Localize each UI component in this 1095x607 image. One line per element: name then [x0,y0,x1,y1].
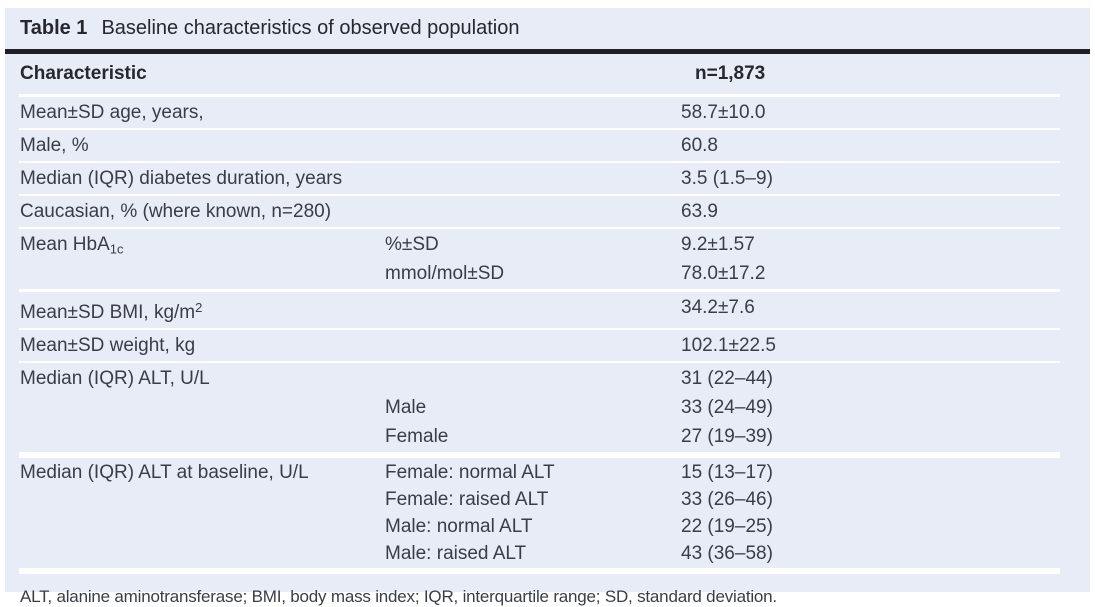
row-label: Mean±SD weight, kg [20,334,196,356]
table-header-row: Characteristic n=1,873 [5,54,1090,94]
separator [19,94,1060,97]
row-label: Mean±SD BMI, kg/m2 [20,292,681,328]
footnote: ALT, alanine aminotransferase; BMI, body… [20,586,777,606]
row-label-superscript: 2 [195,300,203,315]
table-row-alt: Median (IQR) ALT, U/L Male Female 31 (22… [5,363,1090,452]
sublabel: mmol/mol±SD [385,263,505,284]
title-rule [5,49,1090,54]
row-label-text: Mean±SD BMI, kg/m [20,301,196,323]
row-value: 22 (19–25) [681,515,773,537]
row-value: 27 (19–39) [681,425,773,447]
sublabel: Female: raised ALT [385,488,549,510]
row-value: 3.5 (1.5–9) [681,168,773,189]
table-row-hba1c: Mean HbA1c %±SD mmol/mol±SD 9.2±1.57 78.… [5,229,1090,289]
table-row-weight: Mean±SD weight, kg 102.1±22.5 [5,330,1090,361]
table-caption: Baseline characteristics of observed pop… [101,17,520,39]
separator [19,567,1060,574]
separator [19,194,1060,196]
row-label: Mean HbA1c [20,229,385,264]
table-row-bmi: Mean±SD BMI, kg/m2 34.2±7.6 [5,292,1090,328]
row-value: 33 (24–49) [681,396,773,418]
row-value: 78.0±17.2 [681,263,766,284]
separator [19,360,1060,363]
row-values: 9.2±1.57 78.0±17.2 [681,229,1090,289]
table-row-male-pct: Male, % 60.8 [5,130,1090,161]
row-value: 34.2±7.6 [681,297,755,318]
row-label: Caucasian, % (where known, n=280) [20,201,332,222]
row-value: 15 (13–17) [681,461,773,483]
row-value: 60.8 [681,135,718,156]
row-value: 9.2±1.57 [681,234,755,255]
separator [19,128,1060,130]
header-n-count: n=1,873 [695,63,766,84]
row-label-text: Mean HbA [20,234,110,255]
row-value: 58.7±10.0 [681,102,766,123]
separator [19,289,1060,292]
row-values: 15 (13–17) 33 (26–46) 22 (19–25) 43 (36–… [681,458,1090,568]
table-row-caucasian: Caucasian, % (where known, n=280) 63.9 [5,196,1090,227]
row-value: 102.1±22.5 [681,334,776,356]
sublabel-spacer [385,364,681,393]
row-value: 31 (22–44) [681,367,773,389]
row-label: Mean±SD age, years, [20,102,204,123]
separator [19,161,1060,163]
row-sublabels: %±SD mmol/mol±SD [385,229,681,289]
row-label: Median (IQR) diabetes duration, years [20,168,343,189]
sublabel: Male: raised ALT [385,542,527,564]
row-label: Median (IQR) ALT at baseline, U/L [20,461,309,483]
sublabel: Female [385,425,449,447]
row-sublabels: Male Female [385,363,681,452]
row-label: Median (IQR) ALT, U/L [20,367,210,389]
sublabel: Female: normal ALT [385,461,555,483]
row-label: Male, % [20,135,89,156]
sublabel: Male [385,396,427,418]
row-value: 63.9 [681,201,718,222]
sublabel: Male: normal ALT [385,515,533,537]
table-row-alt-baseline: Median (IQR) ALT at baseline, U/L Female… [5,458,1090,568]
header-characteristic: Characteristic [20,63,147,84]
table-row-age: Mean±SD age, years, 58.7±10.0 [5,97,1090,128]
separator [19,451,1060,458]
sublabel: %±SD [385,234,439,255]
row-label-subscript: 1c [109,241,124,257]
row-sublabels: Female: normal ALT Female: raised ALT Ma… [385,458,681,568]
row-values: 31 (22–44) 33 (24–49) 27 (19–39) [681,363,1090,452]
row-value: 43 (36–58) [681,542,773,564]
separator [19,227,1060,229]
table-row-diabetes-duration: Median (IQR) diabetes duration, years 3.… [5,163,1090,194]
separator [19,327,1060,330]
table-title-bar: Table 1 Baseline characteristics of obse… [5,8,1090,49]
table-number: Table 1 [20,17,88,39]
table-card: Table 1 Baseline characteristics of obse… [5,8,1090,606]
row-value: 33 (26–46) [681,488,773,510]
